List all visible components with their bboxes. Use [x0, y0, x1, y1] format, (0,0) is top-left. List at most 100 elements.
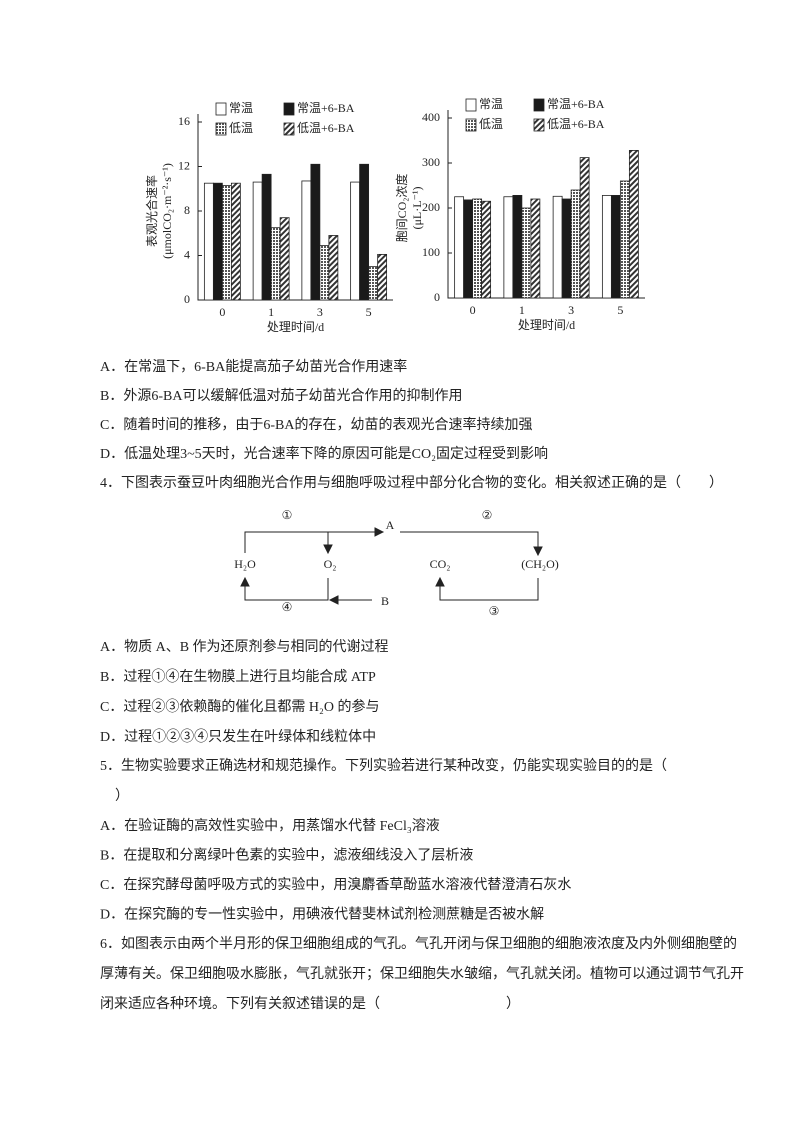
bar — [463, 199, 474, 299]
diagram-label: ④ — [282, 600, 293, 614]
y-tick-label: 400 — [422, 110, 440, 124]
diagram-label: ① — [282, 508, 293, 522]
bar — [368, 266, 379, 301]
legend-label: 低温+6-BA — [547, 117, 605, 131]
text-line: C．过程②③依赖酶的催化且都需 H₂O 的参与 — [100, 698, 379, 715]
bar — [359, 163, 370, 301]
y-tick-label: 200 — [422, 200, 440, 214]
x-tick-label: 5 — [617, 303, 623, 317]
diagram-label: ② — [482, 508, 493, 522]
text-line: 闭来适应各种环境。下列有关叙述错误的是（ ） — [100, 995, 520, 1012]
diagram-arrows — [240, 527, 543, 605]
x-tick-label: 5 — [366, 305, 372, 319]
bar — [203, 182, 214, 301]
x-tick-label: 3 — [568, 303, 574, 317]
y-axis-label: 表观光合速率 — [144, 175, 159, 247]
legend-swatch — [465, 118, 477, 132]
x-tick-label: 1 — [268, 305, 274, 319]
text-line: 5．生物实验要求正确选材和规范操作。下列实验若进行某种改变，仍能实现实验目的的是… — [100, 757, 667, 774]
y-tick-label: 300 — [422, 155, 440, 169]
text-line: B．在提取和分离绿叶色素的实验中，滤液细线没入了层析液 — [100, 847, 473, 864]
bar — [601, 194, 612, 299]
y-tick-label: 8 — [184, 203, 190, 217]
text-line: C．在探究酵母菌呼吸方式的实验中，用溴麝香草酚蓝水溶液代替澄清石灰水 — [100, 877, 571, 893]
bar — [221, 185, 232, 301]
text-line: 6．如图表示由两个半月形的保卫细胞组成的气孔。气孔开闭与保卫细胞的细胞液浓度及内… — [100, 936, 737, 952]
y-axis-unit: (μL·L⁻¹) — [410, 186, 424, 229]
bar — [570, 189, 581, 299]
x-tick-label: 1 — [519, 303, 525, 317]
bar — [454, 196, 465, 299]
legend-label: 常温+6-BA — [297, 101, 355, 115]
bar — [561, 198, 572, 299]
diagram-label: O₂ — [324, 557, 337, 571]
legend-swatch — [215, 102, 227, 116]
bar — [552, 195, 563, 299]
x-tick-label: 0 — [219, 305, 225, 319]
bar — [301, 180, 312, 301]
text-line: B．外源6-BA可以缓解低温对茄子幼苗光合作用的抑制作用 — [100, 387, 462, 404]
legend-swatch — [283, 102, 295, 116]
legend-swatch — [283, 122, 295, 136]
legend-swatch — [533, 118, 545, 132]
legend-swatch — [215, 122, 227, 136]
bar — [350, 181, 361, 301]
bar — [530, 198, 541, 299]
bar — [628, 149, 639, 299]
legend-label: 低温 — [479, 117, 503, 131]
diagram-label: B — [381, 594, 389, 608]
bar — [619, 180, 630, 299]
text-line: D．在探究酶的专一性实验中，用碘液代替斐林试剂检测蔗糖是否被水解 — [100, 907, 544, 923]
x-tick-label: 3 — [317, 305, 323, 319]
text-line: 4．下图表示蚕豆叶肉细胞光合作用与细胞呼吸过程中部分化合物的变化。相关叙述正确的… — [100, 474, 723, 491]
legend-label: 常温+6-BA — [547, 97, 605, 111]
bar — [503, 196, 514, 299]
text-line: C．随着时间的推移，由于6-BA的存在，幼苗的表观光合速率持续加强 — [100, 416, 532, 433]
y-tick-label: 12 — [178, 158, 190, 172]
bar — [512, 194, 523, 299]
bar — [319, 245, 330, 301]
diagram-label: ③ — [489, 604, 500, 618]
diagram-label: A — [386, 518, 395, 532]
bar — [261, 173, 272, 301]
bar — [377, 253, 388, 301]
y-tick-label: 4 — [184, 247, 190, 261]
bar — [212, 182, 223, 301]
x-tick-label: 0 — [470, 303, 476, 317]
text-line: D．过程①②③④只发生在叶绿体和线粒体中 — [100, 729, 376, 745]
bar — [230, 182, 241, 301]
legend-label: 低温+6-BA — [297, 121, 355, 135]
bar — [579, 157, 590, 299]
text-line: ） — [115, 788, 129, 804]
legend-label: 常温 — [479, 97, 503, 111]
legend-swatch — [533, 98, 545, 112]
y-tick-label: 100 — [422, 245, 440, 259]
y-tick-label: 0 — [434, 290, 440, 304]
bar — [270, 227, 281, 301]
y-tick-label: 0 — [184, 292, 190, 306]
diagram-label: CO₂ — [430, 557, 451, 571]
legend-label: 低温 — [229, 121, 253, 135]
text-line: A．物质 A、B 作为还原剂参与相同的代谢过程 — [100, 638, 389, 655]
text-line: A．在常温下，6-BA能提高茄子幼苗光合作用速率 — [100, 358, 407, 375]
diagram-label: (CH₂O) — [521, 557, 559, 571]
text-line: 厚薄有关。保卫细胞吸水膨胀，气孔就张开；保卫细胞失水皱缩，气孔就关闭。植物可以通… — [100, 965, 744, 982]
y-axis-label: 胞间CO₂浓度 — [394, 174, 409, 243]
diagram-label: H₂O — [234, 557, 256, 571]
legend-label: 常温 — [229, 101, 253, 115]
x-axis-label: 处理时间/d — [518, 318, 575, 332]
text-line: D．低温处理3~5天时，光合速率下降的原因可能是CO₂固定过程受到影响 — [100, 445, 548, 462]
bar — [328, 235, 339, 301]
y-axis-unit: (μmolCO₂·m⁻²·s⁻¹) — [160, 163, 174, 259]
x-axis-label: 处理时间/d — [267, 320, 324, 334]
text-line: B．过程①④在生物膜上进行且均能合成 ATP — [100, 669, 376, 685]
bar — [310, 163, 321, 301]
bar — [252, 181, 263, 301]
bar — [521, 207, 532, 299]
bar — [610, 194, 621, 299]
y-tick-label: 16 — [178, 114, 190, 128]
legend-swatch — [465, 98, 477, 112]
bar — [472, 198, 483, 299]
bar — [279, 217, 290, 301]
